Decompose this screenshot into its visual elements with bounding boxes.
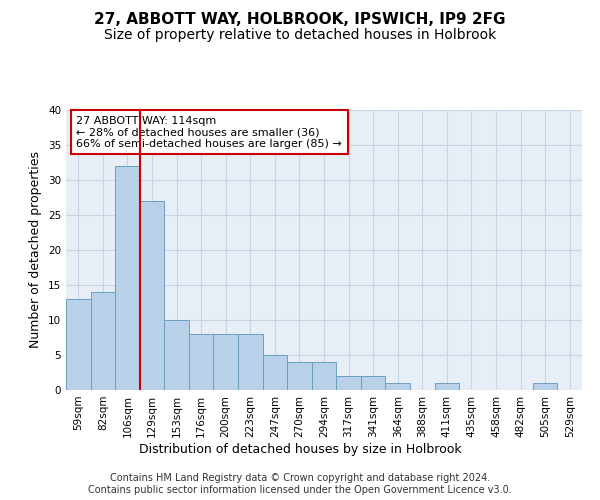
Bar [115,166,140,390]
Bar [434,383,459,390]
Text: Distribution of detached houses by size in Holbrook: Distribution of detached houses by size … [139,442,461,456]
Bar [238,334,263,390]
Bar [189,334,214,390]
Text: Size of property relative to detached houses in Holbrook: Size of property relative to detached ho… [104,28,496,42]
Text: 27 ABBOTT WAY: 114sqm
← 28% of detached houses are smaller (36)
66% of semi-deta: 27 ABBOTT WAY: 114sqm ← 28% of detached … [76,116,342,149]
Bar [164,320,189,390]
Bar [214,334,238,390]
Bar [91,292,115,390]
Bar [66,299,91,390]
Y-axis label: Number of detached properties: Number of detached properties [29,152,43,348]
Bar [533,383,557,390]
Bar [287,362,312,390]
Bar [263,355,287,390]
Bar [312,362,336,390]
Text: 27, ABBOTT WAY, HOLBROOK, IPSWICH, IP9 2FG: 27, ABBOTT WAY, HOLBROOK, IPSWICH, IP9 2… [94,12,506,28]
Bar [336,376,361,390]
Text: Contains HM Land Registry data © Crown copyright and database right 2024.
Contai: Contains HM Land Registry data © Crown c… [88,474,512,495]
Bar [385,383,410,390]
Bar [140,201,164,390]
Bar [361,376,385,390]
